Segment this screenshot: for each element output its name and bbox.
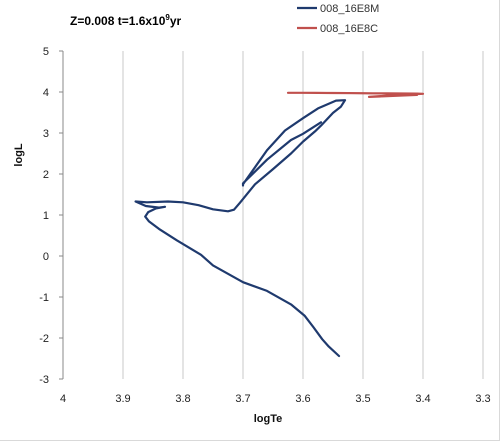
x-tick-label: 3.8	[175, 393, 190, 405]
y-tick-label: -1	[39, 292, 49, 304]
legend-entry-label: 008_16E8C	[320, 23, 378, 35]
axis-layer: 4 3.9 3.8 3.7 3.6 3.5 3.4 3.3 -3 -2 -1 0 1 2 3 4 5	[39, 46, 490, 405]
y-tick-label: 3	[43, 128, 49, 140]
series-line-008_16E8C	[286, 91, 425, 99]
x-tick-label: 3.9	[115, 393, 130, 405]
chart-title: Z=0.008 t=1.6x109yr	[70, 13, 182, 28]
series-line-008_16E8M	[134, 99, 347, 358]
chart-title-prefix: Z=0.008 t=1.6x10	[70, 14, 166, 28]
x-tick-label: 3.3	[475, 393, 490, 405]
x-tick-label: 3.4	[415, 393, 430, 405]
legend: 008_16E8M 008_16E8C	[297, 3, 379, 35]
x-tick-label: 3.7	[235, 393, 250, 405]
chart-title-suffix: yr	[170, 14, 182, 28]
y-tick-label: 4	[43, 87, 49, 99]
y-tick-label: 2	[43, 169, 49, 181]
series-layer	[134, 91, 425, 358]
y-tick-label: 1	[43, 210, 49, 222]
x-axis-label: logTe	[254, 413, 283, 425]
x-tick-label: 3.5	[355, 393, 370, 405]
chart-title-exponent: 9	[165, 13, 170, 22]
grid-layer	[122, 51, 484, 379]
y-tick-label: 0	[43, 251, 49, 263]
y-tick-label: -3	[39, 374, 49, 386]
y-tick-label: 5	[43, 46, 49, 58]
y-axis-label: logL	[13, 143, 25, 166]
y-tick-label: -2	[39, 333, 49, 345]
x-tick-label: 4	[60, 393, 66, 405]
x-tick-label: 3.6	[295, 393, 310, 405]
legend-entry-label: 008_16E8M	[320, 3, 379, 15]
